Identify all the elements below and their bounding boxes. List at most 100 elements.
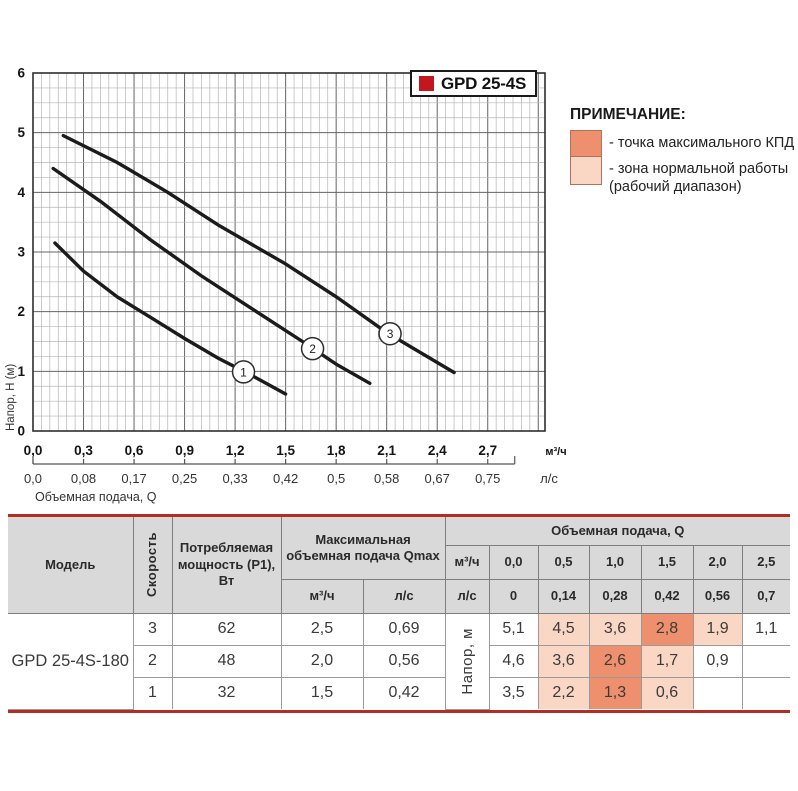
head-value: 2,6 — [588, 644, 642, 678]
head-value: 1,9 — [692, 612, 743, 646]
qmax-ls-value: 0,69 — [362, 612, 446, 646]
q-value-header-ls: 0,14 — [537, 578, 590, 614]
qmax-ls-value: 0,42 — [362, 676, 446, 709]
pump-curve-speed-3 — [61, 133, 456, 375]
y-tick-label: 4 — [17, 185, 25, 200]
x-tick-label-ls: 0,08 — [71, 471, 96, 486]
spec-table: Модель Скорость Потребляемая мощность (P… — [8, 517, 791, 710]
q-unit-ls: л/с — [444, 578, 490, 614]
pump-curve-speed-2 — [51, 166, 372, 385]
curve-markers: 1 2 3 — [231, 321, 402, 384]
head-value: 2,8 — [640, 612, 694, 646]
head-value: 3,5 — [488, 676, 539, 709]
x-axis-title: Объемная подача, Q — [35, 490, 157, 504]
head-value: 2,2 — [537, 676, 590, 709]
head-value: 0,6 — [640, 676, 694, 709]
curve-marker-label: 2 — [309, 342, 316, 356]
y-tick-label: 3 — [17, 245, 25, 260]
x-tick-label-ls: 0,33 — [222, 471, 247, 486]
q-value-header: 1,0 — [588, 544, 642, 580]
x-tick-label: 0,9 — [175, 443, 194, 458]
x-tick-label: 0,0 — [24, 443, 43, 458]
y-tick-label: 5 — [17, 125, 25, 140]
series-label: GPD 25-4S — [441, 73, 527, 93]
power-value: 62 — [171, 612, 282, 646]
x-tick-label: 1,2 — [226, 443, 245, 458]
q-value-header: 1,5 — [640, 544, 694, 580]
head-value — [741, 676, 791, 709]
series-color-swatch — [419, 76, 434, 91]
secondary-axis: 0,0 0,08 0,17 0,25 0,33 0,42 0,5 0,58 0,67 0,75 л/… — [24, 456, 558, 486]
curve-marker-label: 3 — [387, 327, 394, 341]
power-value: 32 — [171, 676, 282, 709]
head-value — [692, 676, 743, 709]
col-header-q-flow: Объемная подача, Q — [444, 517, 791, 546]
x-axis-labels: 0,0 0,3 0,6 0,9 1,2 1,5 1,8 2,1 2,4 2,7 м³/ч — [24, 443, 567, 458]
q-value-header-ls: 0,56 — [692, 578, 743, 614]
x-tick-label-ls: 0,5 — [327, 471, 345, 486]
q-value-header: 2,5 — [741, 544, 791, 580]
y-tick-label: 2 — [17, 304, 25, 319]
note-item-work-zone: - зона нормальной работы (рабочий диапаз… — [609, 160, 794, 197]
qmax-m3h-value: 2,5 — [280, 612, 364, 646]
speed-value: 2 — [133, 644, 173, 678]
head-value: 5,1 — [488, 612, 539, 646]
pump-chart-svg: 1 2 3 0,0 0,3 0,6 0,9 1,2 1,5 1,8 2,1 2,4 2,7 м³/ч 0 1 2… — [5, 66, 567, 505]
x-tick-label-ls: 0,0 — [24, 471, 42, 486]
col-header-power: Потребляемая мощность (P1), Вт — [171, 517, 282, 614]
qmax-unit-ls: л/с — [362, 578, 446, 614]
x-tick-label: 2,4 — [428, 443, 447, 458]
head-value: 4,5 — [537, 612, 590, 646]
col-header-speed: Скорость — [132, 517, 173, 614]
note-swatches — [570, 130, 602, 185]
head-axis-label: Напор, м — [444, 612, 490, 710]
max-efficiency-swatch — [570, 130, 602, 157]
qmax-m3h-value: 2,0 — [280, 644, 364, 678]
x-tick-label-ls: 0,25 — [172, 471, 197, 486]
q-value-header-ls: 0 — [488, 578, 539, 614]
curve-marker-3 — [378, 321, 402, 346]
col-header-qmax: Максимальная объемная подача Qmax — [280, 517, 446, 580]
x-tick-label-ls: 0,75 — [475, 471, 500, 486]
x-tick-label-ls: 0,58 — [374, 471, 399, 486]
work-zone-swatch — [570, 156, 602, 185]
x-tick-label: 1,8 — [327, 443, 346, 458]
note-heading: ПРИМЕЧАНИЕ: — [570, 106, 686, 123]
chart-series-legend: GPD 25-4S — [410, 70, 537, 97]
speed-value: 1 — [133, 676, 173, 709]
head-value: 3,6 — [537, 644, 590, 678]
qmax-unit-m3h: м³/ч — [281, 578, 364, 614]
y-tick-label: 1 — [17, 364, 25, 379]
x-axis-unit-ls: л/с — [540, 471, 558, 486]
y-tick-label: 6 — [17, 66, 25, 81]
y-tick-label: 0 — [17, 424, 25, 439]
q-value-header: 2,0 — [692, 544, 743, 580]
head-value: 3,6 — [588, 612, 642, 646]
col-header-model: Модель — [8, 517, 134, 614]
y-axis-title: Напор, Н (м) — [5, 364, 17, 431]
head-value: 1,1 — [741, 612, 791, 646]
head-value: 1,3 — [588, 676, 642, 709]
chart-frame — [32, 72, 546, 432]
note-item-work-zone-line2: (рабочий диапазон) — [609, 179, 742, 196]
model-name: GPD 25-4S-180 — [8, 612, 134, 710]
q-value-header-ls: 0,28 — [588, 578, 642, 614]
axis-titles: Объемная подача, Q Напор, Н (м) — [5, 364, 157, 504]
q-value-header: 0,0 — [488, 544, 539, 580]
power-value: 48 — [171, 644, 282, 678]
x-axis-unit-m3h: м³/ч — [545, 446, 566, 458]
q-value-header-ls: 0,7 — [741, 578, 791, 614]
note-item-max-efficiency: - точка максимального КПД — [609, 135, 795, 152]
x-tick-label-ls: 0,67 — [425, 471, 450, 486]
qmax-m3h-value: 1,5 — [280, 676, 364, 709]
head-value: 0,9 — [692, 644, 743, 678]
x-tick-label: 0,3 — [74, 443, 93, 458]
q-value-header-ls: 0,42 — [640, 578, 694, 614]
x-tick-label-ls: 0,17 — [121, 471, 146, 486]
chart-grid — [32, 72, 545, 432]
head-value — [741, 644, 791, 678]
x-tick-label: 2,7 — [478, 443, 497, 458]
pump-curves — [51, 133, 456, 396]
curve-marker-2 — [300, 336, 325, 361]
